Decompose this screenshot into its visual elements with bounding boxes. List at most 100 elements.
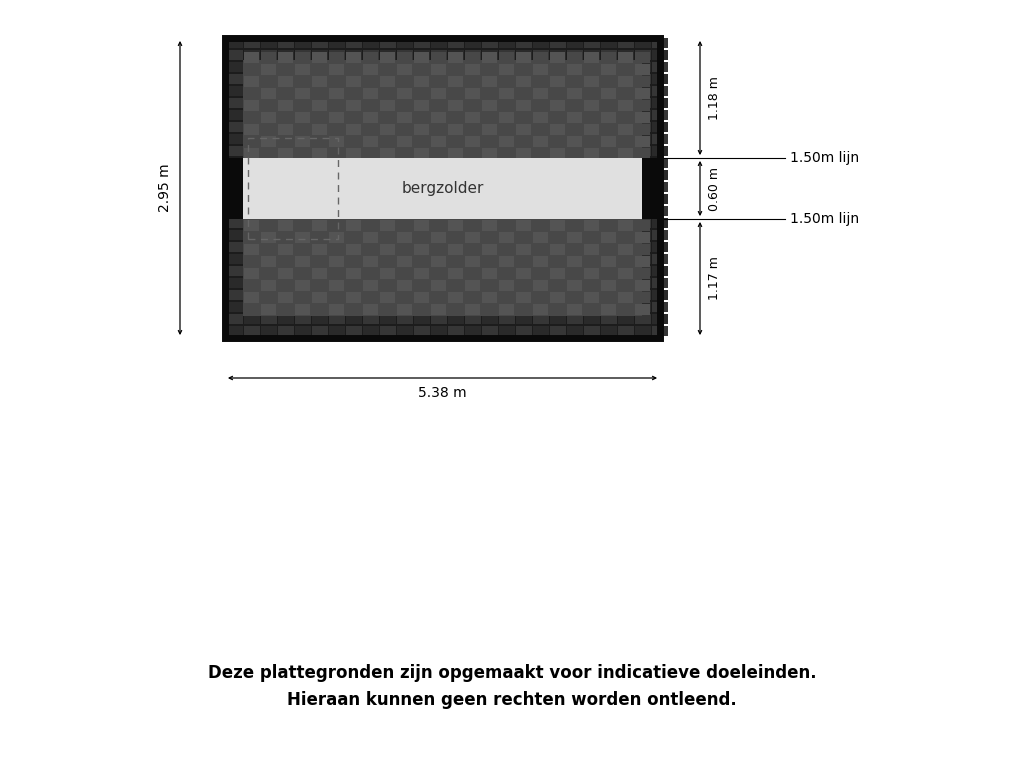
Bar: [481, 172, 498, 183]
Bar: [346, 88, 361, 98]
Bar: [584, 61, 599, 72]
Bar: [380, 181, 395, 192]
Bar: [465, 326, 480, 336]
Bar: [550, 184, 565, 194]
Bar: [584, 194, 599, 204]
Bar: [244, 85, 259, 96]
Bar: [465, 100, 480, 111]
Bar: [362, 280, 378, 290]
Bar: [329, 220, 344, 230]
Bar: [482, 134, 498, 144]
Bar: [617, 244, 633, 255]
Bar: [635, 64, 650, 74]
Bar: [346, 244, 361, 255]
Bar: [550, 64, 565, 74]
Bar: [635, 208, 650, 219]
Bar: [244, 121, 259, 132]
Bar: [227, 217, 243, 228]
Bar: [312, 157, 328, 168]
Bar: [550, 280, 565, 290]
Bar: [380, 256, 395, 266]
Bar: [414, 302, 429, 312]
Bar: [380, 76, 395, 87]
Bar: [278, 61, 294, 72]
Bar: [380, 217, 395, 228]
Bar: [329, 206, 344, 216]
Bar: [278, 244, 293, 255]
Bar: [244, 268, 259, 279]
Bar: [534, 241, 549, 252]
Bar: [481, 196, 498, 207]
Bar: [482, 206, 498, 216]
Bar: [550, 181, 565, 192]
Bar: [329, 280, 344, 290]
Bar: [397, 217, 413, 228]
Bar: [482, 38, 498, 48]
Bar: [431, 85, 446, 96]
Bar: [516, 172, 531, 183]
Bar: [278, 232, 293, 243]
Bar: [397, 121, 413, 132]
Bar: [550, 76, 565, 87]
Bar: [584, 134, 599, 144]
Bar: [499, 124, 514, 134]
Bar: [481, 124, 498, 134]
Bar: [278, 196, 293, 207]
Bar: [584, 98, 599, 108]
Bar: [227, 145, 243, 156]
Bar: [635, 124, 650, 134]
Bar: [516, 49, 531, 60]
Bar: [635, 76, 650, 87]
Bar: [465, 136, 480, 147]
Bar: [550, 88, 565, 98]
Bar: [414, 134, 429, 144]
Bar: [380, 194, 395, 204]
Bar: [346, 206, 361, 216]
Bar: [244, 157, 259, 168]
Bar: [618, 277, 634, 288]
Bar: [652, 290, 668, 300]
Bar: [601, 160, 616, 170]
Bar: [397, 98, 413, 108]
Bar: [550, 217, 565, 228]
Bar: [329, 85, 344, 96]
Bar: [414, 268, 429, 279]
Bar: [346, 112, 361, 123]
Bar: [635, 157, 650, 168]
Bar: [516, 181, 531, 192]
Bar: [635, 160, 650, 170]
Bar: [617, 196, 633, 207]
Bar: [499, 88, 514, 98]
Bar: [414, 88, 429, 98]
Bar: [346, 145, 361, 156]
Bar: [295, 38, 310, 48]
Bar: [499, 194, 514, 204]
Bar: [244, 208, 259, 219]
Bar: [465, 172, 480, 183]
Bar: [635, 241, 650, 252]
Bar: [499, 64, 514, 74]
Bar: [346, 292, 361, 303]
Bar: [567, 290, 583, 300]
Bar: [532, 160, 548, 170]
Bar: [465, 206, 480, 216]
Bar: [414, 208, 429, 219]
Bar: [431, 217, 446, 228]
Text: 1.17 m: 1.17 m: [708, 257, 721, 300]
Bar: [652, 121, 668, 132]
Bar: [431, 208, 446, 219]
Bar: [295, 181, 310, 192]
Bar: [534, 121, 549, 132]
Bar: [642, 158, 660, 219]
Bar: [449, 266, 464, 276]
Bar: [244, 170, 259, 180]
Bar: [481, 280, 498, 290]
Bar: [617, 160, 633, 170]
Bar: [346, 110, 361, 120]
Bar: [499, 220, 514, 230]
Bar: [652, 98, 668, 108]
Bar: [447, 52, 463, 63]
Bar: [601, 52, 616, 63]
Bar: [431, 253, 446, 264]
Bar: [244, 220, 259, 230]
